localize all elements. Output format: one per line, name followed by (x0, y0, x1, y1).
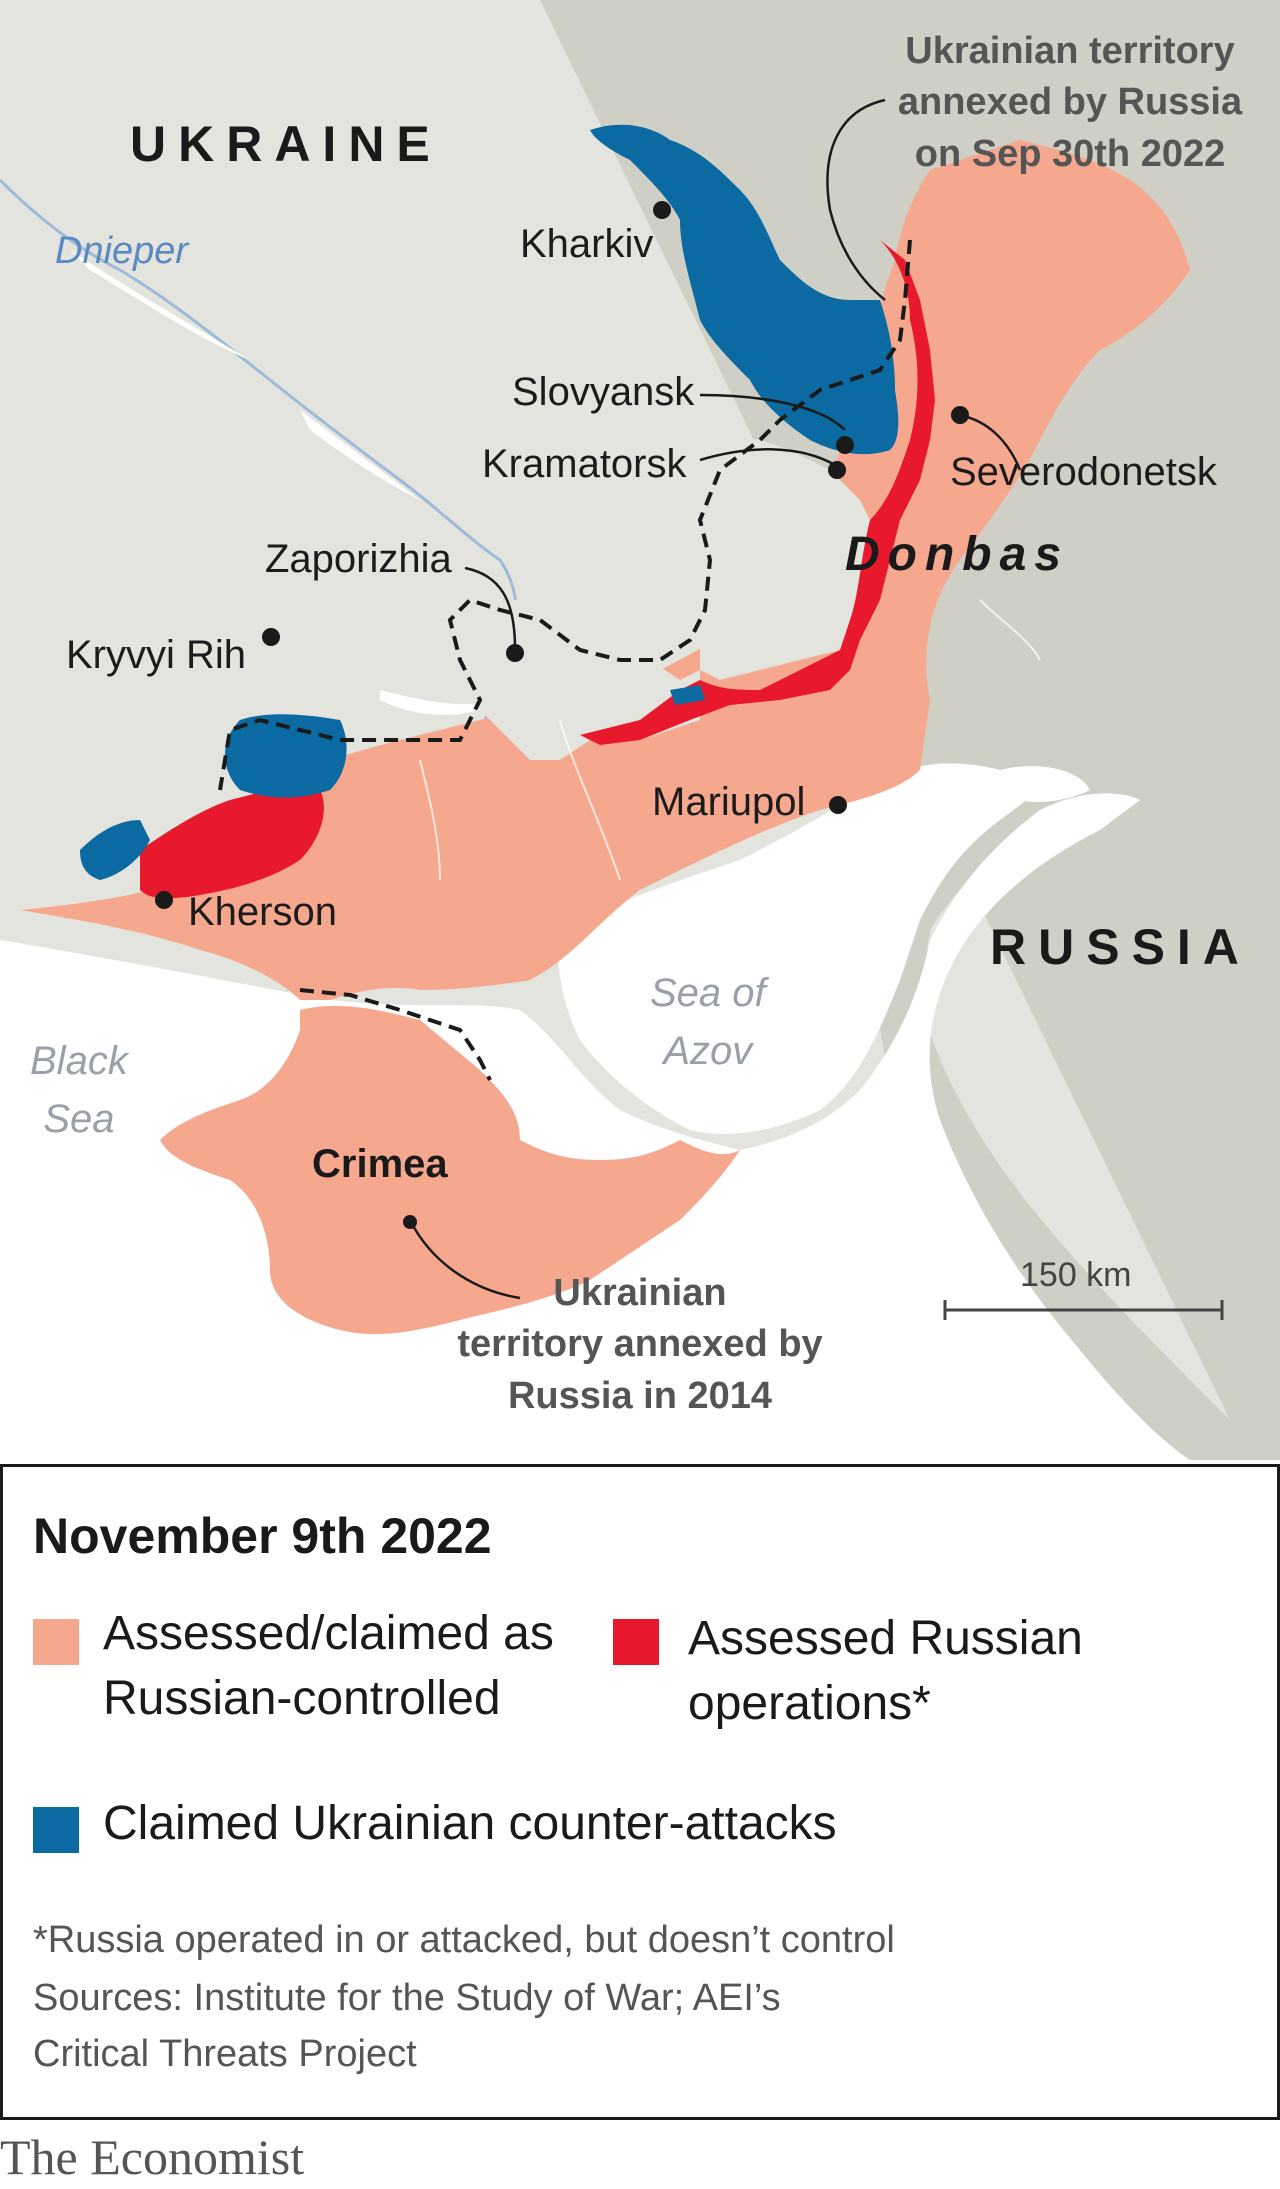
label-ukraine: UKRAINE (130, 116, 442, 172)
leader-annexed-2022 (826, 98, 886, 301)
map: UKRAINE RUSSIA Dnieper Donbas Crimea Bla… (0, 0, 1280, 1460)
legend-swatch-russian-operations (613, 1619, 659, 1665)
legend: November 9th 2022 Assessed/claimed as Ru… (0, 1464, 1280, 2120)
legend-sources-line2: Critical Threats Project (33, 2033, 417, 2076)
ukrainian-counterattacks-south (670, 685, 705, 705)
legend-sources: Sources: Institute for the Study of War;… (33, 1970, 781, 2082)
legend-label-russian-operations-line1: Assessed Russian (688, 1612, 1083, 1665)
legend-swatch-ukrainian-counterattacks (33, 1807, 79, 1853)
legend-label-russian-controlled-line2: Russian-controlled (103, 1671, 501, 1725)
city-dot-kramatorsk (828, 461, 846, 479)
crimea-area (160, 1005, 740, 1335)
city-dot-kryvyi-rih (262, 628, 280, 646)
kakhovka-reservoir (380, 690, 500, 715)
leader-annexed-2014 (408, 1219, 521, 1300)
city-dot-mariupol (829, 796, 847, 814)
city-dot-kherson (155, 891, 173, 909)
city-dot-severodonetsk (951, 406, 969, 424)
legend-sources-line1: Sources: Institute for the Study of War;… (33, 1977, 781, 2019)
label-sea-of-azov-line2: Azov (663, 1029, 753, 1073)
annotation-2014-line3: Russia in 2014 (507, 1374, 773, 1417)
legend-label-russian-operations-line2: operations* (688, 1676, 931, 1730)
annotation-annexed-2014: Ukrainian territory annexed by Russia in… (420, 1268, 860, 1422)
label-severodonetsk: Severodonetsk (950, 450, 1217, 494)
annotation-2022-line3: on Sep 30th 2022 (914, 132, 1226, 175)
legend-label-russian-controlled-line1: Assessed/claimed as (103, 1607, 554, 1660)
ukrainian-counterattacks-kherson-north (225, 714, 347, 798)
crimea-border-dashed (299, 988, 492, 1081)
label-mariupol: Mariupol (652, 780, 806, 824)
leader-kramatorsk (699, 448, 836, 467)
city-dot-crimea (403, 1215, 417, 1229)
scale-label: 150 km (1020, 1256, 1132, 1294)
ukrainian-counterattacks-kherson-west (80, 820, 150, 880)
label-black-sea-line1: Black (30, 1039, 128, 1083)
label-russia: RUSSIA (990, 919, 1251, 975)
map-svg (0, 0, 1280, 1460)
label-crimea: Crimea (312, 1142, 448, 1186)
label-kherson: Kherson (188, 890, 337, 934)
legend-title: November 9th 2022 (33, 1508, 492, 1564)
label-kharkiv: Kharkiv (520, 222, 654, 266)
annotation-2022-line1: Ukrainian territory (905, 30, 1235, 72)
legend-label-ukrainian-counterattacks: Claimed Ukrainian counter-attacks (103, 1797, 837, 1850)
label-black-sea-line2: Sea (43, 1097, 115, 1141)
legend-footnote: *Russia operated in or attacked, but doe… (33, 1919, 895, 1961)
front-line-dashed (218, 239, 912, 791)
leader-zaporizhia (464, 566, 517, 649)
dnieper-reservoir-2 (300, 410, 420, 500)
label-donbas: Donbas (845, 528, 1070, 581)
city-dot-slovyansk (836, 436, 854, 454)
sea-of-azov (558, 763, 1040, 1134)
ukrainian-counterattacks-kharkiv (590, 124, 899, 455)
label-sea-of-azov: Sea of Azov (650, 964, 766, 1080)
publisher-logo: The Economist (0, 2129, 305, 2185)
russian-operations-kherson (140, 785, 324, 899)
city-dot-kharkiv (653, 201, 671, 219)
label-kryvyi-rih: Kryvyi Rih (66, 633, 247, 677)
legend-label-russian-controlled: Assessed/claimed as Russian-controlled (103, 1602, 554, 1732)
donbas-ukrainian-held (700, 430, 880, 680)
oblast-borders (419, 599, 1041, 881)
annotation-2014-line2: territory annexed by (457, 1323, 823, 1366)
legend-label-russian-operations: Assessed Russian operations* (688, 1607, 1083, 1737)
label-black-sea: Black Sea (30, 1032, 128, 1148)
leader-slovyansk (699, 393, 846, 431)
label-dnieper: Dnieper (55, 230, 189, 272)
city-dot-zaporizhia (506, 644, 524, 662)
label-sea-of-azov-line1: Sea of (650, 971, 766, 1015)
annotation-2014-line1: Ukrainian (553, 1272, 727, 1314)
legend-swatch-russian-controlled (33, 1619, 79, 1665)
annotation-annexed-2022: Ukrainian territory annexed by Russia on… (880, 26, 1260, 180)
label-kramatorsk: Kramatorsk (482, 442, 687, 486)
taganrog-bay (1000, 766, 1090, 802)
label-zaporizhia: Zaporizhia (265, 537, 452, 581)
annotation-2022-line2: annexed by Russia (897, 81, 1243, 124)
scale-bar (943, 1300, 1224, 1320)
label-slovyansk: Slovyansk (512, 370, 695, 414)
